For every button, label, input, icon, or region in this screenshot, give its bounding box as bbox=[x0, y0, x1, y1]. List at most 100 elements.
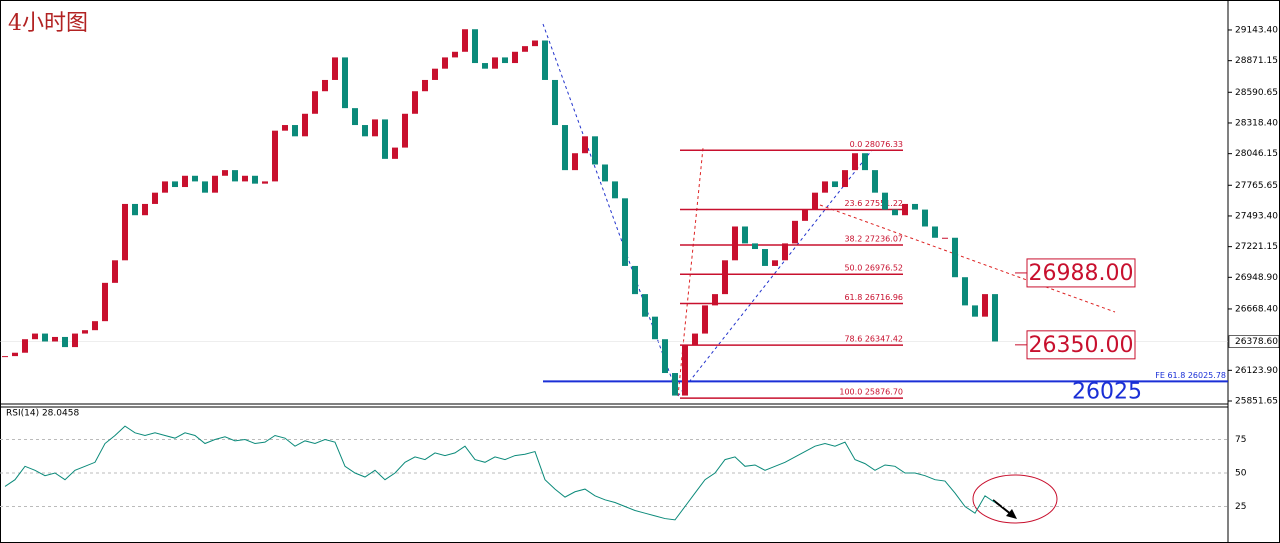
rsi-label: RSI(14) 28.0458 bbox=[6, 409, 79, 419]
candle bbox=[312, 91, 318, 114]
candle bbox=[942, 237, 948, 239]
candle bbox=[692, 333, 698, 345]
candle bbox=[912, 203, 918, 210]
fe-label: FE 61.8 26025.78 bbox=[1155, 371, 1226, 380]
candle bbox=[822, 181, 828, 193]
candle bbox=[82, 330, 88, 334]
resistance-line bbox=[819, 204, 1116, 313]
candle bbox=[962, 277, 968, 306]
candle bbox=[52, 336, 58, 342]
fib-label: 100.0 25876.70 bbox=[839, 388, 903, 397]
y-tick-label: 29143.40 bbox=[1235, 25, 1278, 35]
candle bbox=[902, 203, 908, 216]
y-tick-label: 27221.15 bbox=[1235, 242, 1278, 252]
candle bbox=[362, 125, 368, 137]
candle bbox=[762, 249, 768, 266]
candle bbox=[272, 130, 278, 182]
candle bbox=[22, 339, 28, 353]
candle bbox=[422, 79, 428, 92]
candle bbox=[72, 333, 78, 348]
candle bbox=[282, 125, 288, 131]
candle bbox=[852, 153, 858, 171]
candle bbox=[482, 63, 488, 69]
candle bbox=[772, 260, 778, 266]
candle bbox=[702, 305, 708, 334]
y-tick-label: 27765.65 bbox=[1235, 181, 1278, 191]
fib-label: 0.0 28076.33 bbox=[850, 140, 903, 149]
candle bbox=[442, 57, 448, 69]
candle bbox=[882, 192, 888, 210]
candle bbox=[212, 175, 218, 193]
candle bbox=[742, 226, 748, 244]
fib-label: 38.2 27236.07 bbox=[844, 234, 903, 243]
candle bbox=[202, 181, 208, 193]
rsi-line bbox=[4, 425, 996, 521]
candle bbox=[722, 260, 728, 295]
fib-label: 50.0 26976.52 bbox=[844, 264, 903, 273]
candle bbox=[112, 260, 118, 283]
candle bbox=[302, 113, 308, 137]
candle bbox=[262, 181, 268, 184]
candle bbox=[542, 40, 548, 80]
candle bbox=[452, 51, 458, 58]
candle bbox=[922, 209, 928, 227]
candle bbox=[182, 175, 188, 188]
candle bbox=[462, 29, 468, 52]
candle bbox=[562, 125, 568, 171]
candle bbox=[532, 40, 538, 47]
candle bbox=[732, 226, 738, 261]
y-tick-label: 26123.90 bbox=[1235, 366, 1278, 376]
candle bbox=[652, 316, 658, 340]
candle bbox=[432, 68, 438, 80]
candle bbox=[412, 91, 418, 114]
candle bbox=[42, 333, 48, 342]
candle bbox=[392, 147, 398, 159]
candle bbox=[192, 175, 198, 182]
fib-label: 23.6 27551.22 bbox=[844, 199, 903, 208]
annotation-box bbox=[1026, 330, 1136, 360]
y-tick-label: 25851.65 bbox=[1235, 397, 1278, 407]
candle bbox=[222, 170, 228, 176]
annotation-text: 26025 bbox=[1072, 379, 1142, 404]
rsi-tick-label: 75 bbox=[1235, 435, 1246, 445]
candle bbox=[122, 203, 128, 261]
fib-label: 61.8 26716.96 bbox=[844, 293, 903, 302]
current-price-label: 26378.60 bbox=[1235, 337, 1278, 347]
candle bbox=[382, 119, 388, 159]
candle bbox=[242, 175, 248, 182]
annotation-text: 26350.00 bbox=[1029, 333, 1134, 358]
candle bbox=[512, 51, 518, 64]
candle bbox=[372, 119, 378, 137]
candle bbox=[232, 170, 238, 182]
candle bbox=[832, 181, 838, 188]
candle bbox=[2, 356, 8, 358]
candle bbox=[552, 79, 558, 126]
candle bbox=[402, 113, 408, 148]
candle bbox=[812, 192, 818, 210]
y-tick-label: 27493.40 bbox=[1235, 211, 1278, 221]
candle bbox=[172, 181, 178, 188]
candle bbox=[842, 170, 848, 188]
candle bbox=[502, 57, 508, 64]
candle bbox=[102, 282, 108, 322]
candle bbox=[492, 57, 498, 69]
candle bbox=[632, 265, 638, 295]
candle bbox=[642, 294, 648, 317]
candle bbox=[612, 181, 618, 199]
candle bbox=[352, 108, 358, 126]
y-tick-label: 28590.65 bbox=[1235, 88, 1278, 98]
trend-line bbox=[677, 149, 873, 397]
candle bbox=[792, 220, 798, 244]
candle bbox=[472, 29, 478, 64]
rsi-tick-label: 50 bbox=[1235, 469, 1247, 479]
candle bbox=[892, 209, 898, 216]
annotation-text: 26988.00 bbox=[1029, 261, 1134, 286]
annotation-box bbox=[1026, 258, 1136, 288]
candle bbox=[932, 226, 938, 238]
candle bbox=[582, 136, 588, 154]
candle bbox=[522, 46, 528, 52]
y-tick-label: 28046.15 bbox=[1235, 149, 1278, 159]
candle bbox=[952, 237, 958, 278]
candle bbox=[132, 203, 138, 216]
candle bbox=[752, 243, 758, 250]
